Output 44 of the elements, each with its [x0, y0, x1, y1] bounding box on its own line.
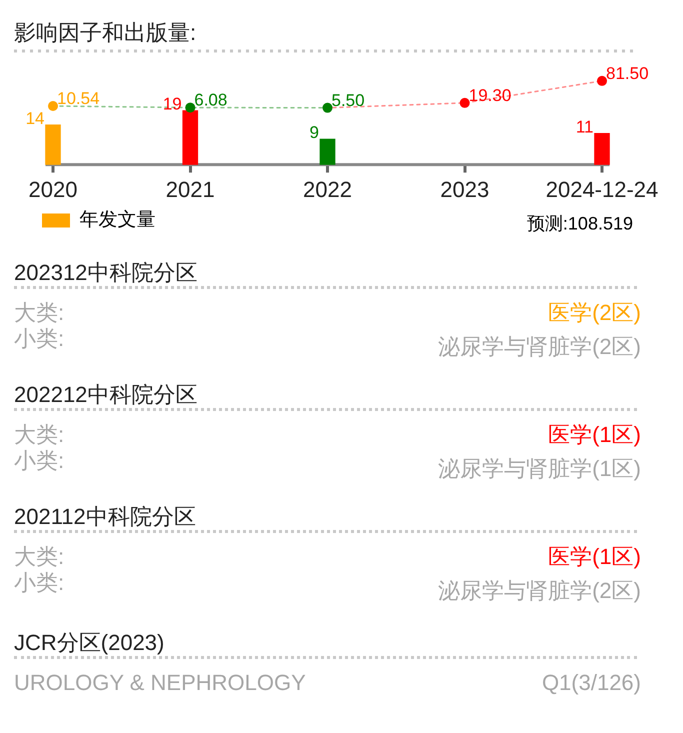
text: 小类:: [14, 448, 64, 474]
x-tick-label: 2024-12-24: [546, 176, 658, 202]
text: 医学(1区): [547, 543, 641, 571]
text: Q1(3/126): [542, 669, 641, 697]
point: [460, 98, 470, 108]
x-tick-label: 2023: [440, 176, 490, 202]
data-label: 6.08: [194, 90, 228, 110]
data-label: 11: [576, 117, 594, 136]
text: 大类:: [14, 422, 64, 448]
text: 202312中科院分区: [14, 260, 637, 289]
text: 泌尿学与肾脏学(2区): [438, 333, 641, 361]
data-label: 81.50: [606, 64, 649, 83]
data-label: 19: [162, 94, 182, 114]
legend-label: 年发文量: [80, 210, 156, 231]
point: [185, 102, 196, 113]
data-label: 9: [310, 123, 319, 142]
text: 小类:: [14, 570, 64, 596]
data-label: 14: [26, 108, 44, 128]
data-label: 10.54: [57, 89, 100, 108]
text: 预测:108.519: [526, 213, 633, 234]
chart-title: 影响因子和出版量:: [14, 20, 198, 46]
text: 大类:: [14, 300, 64, 326]
text: 小类:: [14, 326, 64, 352]
x-tick-label: 2022: [303, 176, 352, 202]
text: 202112中科院分区: [14, 504, 637, 533]
x-tick-label: 2020: [28, 176, 78, 202]
point: [322, 102, 332, 113]
x-tick-label: 2021: [166, 176, 215, 202]
text: 医学(1区): [547, 421, 641, 449]
bar: [320, 138, 336, 165]
text: JCR分区(2023): [14, 630, 637, 659]
text: 泌尿学与肾脏学(2区): [438, 577, 641, 605]
bar: [182, 110, 198, 165]
data-label: 5.50: [332, 90, 365, 110]
text: 泌尿学与肾脏学(1区): [438, 455, 641, 483]
text: UROLOGY & NEPHROLOGY: [14, 670, 306, 696]
bar: [45, 124, 61, 165]
text: 大类:: [14, 544, 64, 570]
bar: [594, 133, 610, 165]
point: [48, 101, 58, 112]
point: [597, 76, 607, 86]
text: 医学(2区): [547, 299, 641, 327]
text: 202212中科院分区: [14, 382, 637, 411]
data-label: 19.30: [468, 86, 512, 105]
